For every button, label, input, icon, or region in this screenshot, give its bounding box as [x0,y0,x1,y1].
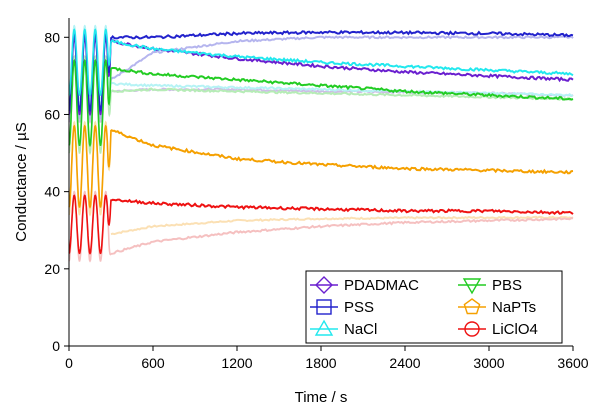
series-oscillation-napts [68,124,112,209]
y-tick-label: 80 [44,29,60,45]
series-line-liclo4 [110,198,574,216]
series-line-nacl [110,39,574,77]
x-tick-label: 0 [65,355,73,371]
legend-label-napts: NaPTs [492,299,536,316]
series-light-nacl [110,81,574,97]
legend-marker-circle-icon [464,321,480,337]
x-tick-label: 1200 [221,355,252,371]
series-oscillation-liclo4 [68,194,112,255]
legend-marker-square-icon [316,299,332,315]
series-light-liclo4 [110,216,574,255]
y-tick-label: 40 [44,184,60,200]
legend-marker-diamond-icon [315,276,333,294]
series-line-pbs [110,67,574,101]
plot-lines [68,24,574,263]
y-tick-label: 0 [52,338,60,354]
x-tick-label: 3600 [557,355,588,371]
legend-entries: PDADMAC PSS NaCl PBS NaPTs LiClO4 [310,276,538,338]
x-axis-ticks: 0 600 1200 1800 2400 3000 3600 [65,346,589,371]
y-axis-ticks: 0 20 40 60 80 [44,29,69,354]
series-line-napts [110,128,574,175]
series-line-pss [110,29,574,40]
legend-label-nacl: NaCl [344,321,377,338]
y-tick-label: 20 [44,261,60,277]
series-oscillation-pbs [68,59,112,148]
legend-marker-pentagon-icon [463,298,481,315]
y-axis-title: Conductance / µS [13,122,30,242]
light-curve [110,215,574,236]
legend: PDADMAC PSS NaCl PBS NaPTs LiClO4 [305,270,563,344]
legend-box [305,270,563,344]
legend-marker-triangle-up-icon [314,319,334,336]
series-light-pbs [110,87,574,101]
legend-label-pdadmac: PDADMAC [344,277,419,294]
x-tick-label: 1800 [305,355,336,371]
x-tick-label: 600 [141,355,165,371]
legend-label-pss: PSS [344,299,374,316]
legend-label-pbs: PBS [492,277,522,294]
legend-label-liclo4: LiClO4 [492,321,538,338]
series-light-pss [110,35,574,80]
y-tick-label: 60 [44,106,60,122]
x-tick-label: 3000 [473,355,504,371]
x-tick-label: 2400 [389,355,420,371]
series-oscillation-nacl [68,28,112,97]
x-axis-title: Time / s [295,389,348,406]
legend-marker-triangle-down-icon [462,278,482,295]
